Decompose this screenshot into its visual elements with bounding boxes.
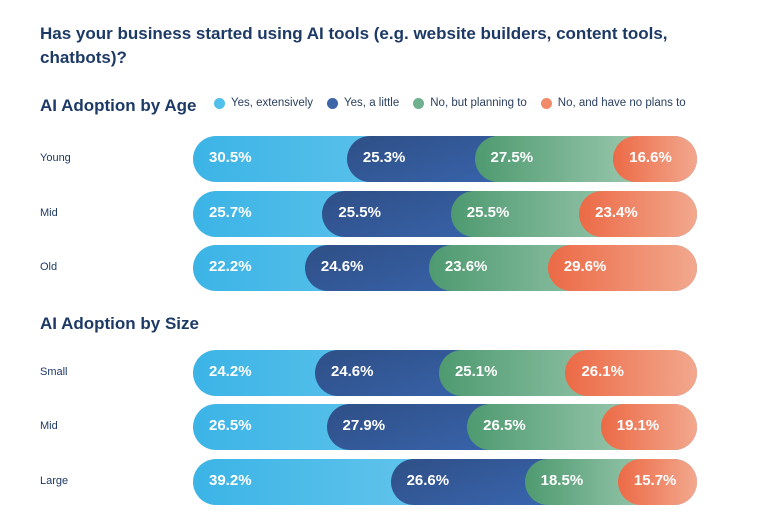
data-label: 24.6% (320, 258, 364, 275)
page-title: Has your business started using AI tools… (40, 24, 668, 67)
data-label: 23.4% (595, 204, 638, 221)
data-label: 26.1% (581, 363, 624, 380)
row-label: Old (40, 261, 58, 273)
legend-item-yes-extensively: Yes, extensively (214, 97, 313, 109)
row-label: Mid (40, 420, 58, 432)
stacked-bar: 30.5% 25.3% 27.5% 16.6% (193, 136, 697, 182)
data-label: 30.5% (209, 149, 252, 166)
bar-segment: 19.1% (600, 404, 697, 450)
stacked-bar: 22.2% 24.6% 23.6% 29.6% (193, 245, 697, 291)
bar-segment: 23.4% (579, 191, 697, 237)
data-label: 26.5% (483, 417, 526, 434)
data-label: 39.2% (209, 472, 252, 489)
data-label: 29.6% (563, 258, 607, 275)
data-label: 25.7% (209, 204, 252, 221)
row-label: Mid (40, 207, 58, 219)
legend-dot (540, 97, 552, 109)
bar-segment: 15.7% (617, 459, 697, 505)
data-label: 19.1% (616, 417, 660, 434)
data-label: 25.3% (362, 149, 406, 166)
row-label: Young (40, 152, 71, 164)
data-label: 24.6% (330, 363, 374, 380)
data-label: 18.5% (540, 472, 584, 489)
legend-dot (214, 97, 225, 109)
data-label: 23.6% (444, 258, 488, 275)
data-label: 25.5% (338, 204, 381, 221)
stacked-bar: 24.2% 24.6% 25.1% 26.1% (193, 350, 697, 396)
stacked-bar: 26.5% 27.9% 26.5% 19.1% (193, 404, 697, 450)
size-section-title: AI Adoption by Size (40, 314, 199, 333)
data-label: 27.9% (342, 417, 386, 434)
legend-dot (327, 97, 339, 109)
age-section-title: AI Adoption by Age (40, 96, 197, 115)
data-label: 24.2% (209, 363, 252, 380)
bar-segment: 26.1% (565, 350, 697, 396)
row-label: Small (40, 366, 68, 378)
legend-dot (413, 97, 425, 109)
bar-segment: 29.6% (547, 245, 697, 291)
stacked-bar: 25.7% 25.5% 25.5% 23.4% (193, 191, 697, 237)
data-label: 16.6% (629, 149, 672, 166)
data-label: 26.6% (406, 472, 450, 489)
stacked-bar: 39.2% 26.6% 18.5% 15.7% (193, 459, 697, 505)
data-label: 22.2% (209, 258, 252, 275)
data-label: 25.1% (454, 363, 498, 380)
legend: Yes, extensively Yes, a little No, but p… (214, 97, 686, 109)
legend-item-yes-a-little: Yes, a little (327, 97, 399, 109)
data-label: 27.5% (490, 149, 534, 166)
legend-item-no-plans: No, and have no plans to (540, 97, 686, 109)
data-label: 26.5% (209, 417, 252, 434)
row-label: Large (40, 475, 69, 487)
bar-segment: 16.6% (613, 136, 697, 182)
legend-item-planning: No, but planning to (413, 97, 527, 109)
data-label: 25.5% (466, 204, 510, 221)
data-label: 15.7% (633, 472, 677, 489)
